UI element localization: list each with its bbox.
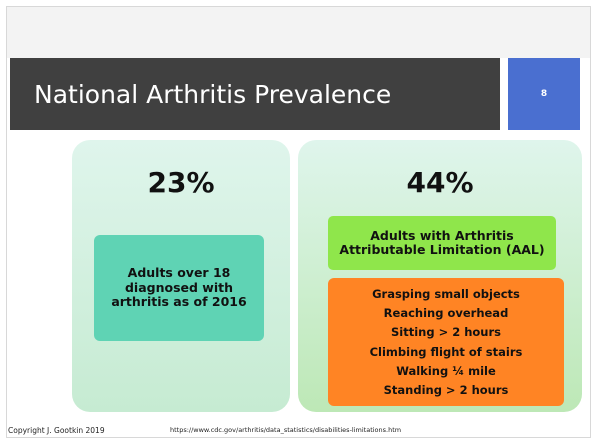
- limitation-item: Grasping small objects: [372, 287, 520, 302]
- limitation-item: Walking ¼ mile: [396, 363, 496, 378]
- right-heading: Adults with Arthritis Attributable Limit…: [328, 216, 556, 270]
- limitation-item: Standing > 2 hours: [383, 382, 509, 397]
- left-stat: 23%: [147, 166, 215, 199]
- limitation-item: Climbing flight of stairs: [369, 344, 523, 359]
- limitation-list: Grasping small objects Reaching overhead S…: [328, 278, 564, 406]
- left-description: Adults over 18 diagnosed with arthritis …: [94, 235, 264, 341]
- right-stat: 44%: [406, 166, 474, 199]
- source-url: https://www.cdc.gov/arthritis/data_stati…: [170, 426, 402, 434]
- title-bar: National Arthritis Prevalence: [10, 58, 500, 130]
- description-text: Adults over 18 diagnosed with arthritis …: [111, 265, 247, 310]
- heading-text: Adults with Arthritis Attributable Limit…: [339, 227, 545, 257]
- page-number: 8: [508, 58, 580, 130]
- title: National Arthritis Prevalence: [34, 79, 392, 109]
- top-band: [7, 7, 590, 58]
- copyright: Copyright J. Gootkin 2019: [8, 426, 105, 435]
- limitation-item: Reaching overhead: [383, 306, 509, 321]
- limitation-item: Sitting > 2 hours: [390, 325, 502, 340]
